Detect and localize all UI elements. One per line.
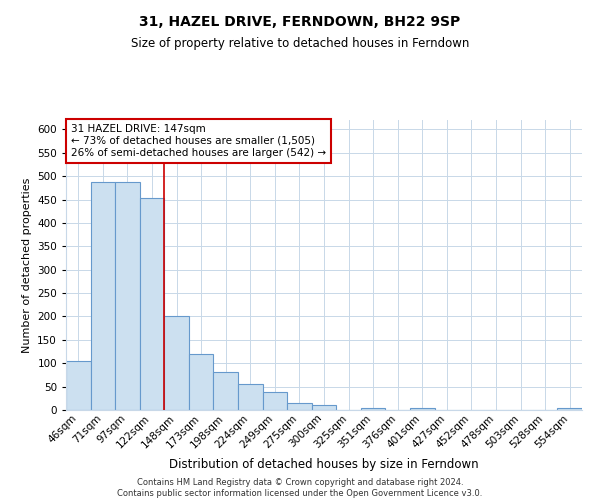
- Bar: [312, 406, 336, 410]
- Bar: [189, 354, 214, 410]
- Bar: [238, 384, 263, 410]
- Bar: [91, 182, 115, 410]
- Text: Size of property relative to detached houses in Ferndown: Size of property relative to detached ho…: [131, 38, 469, 51]
- Bar: [287, 403, 312, 410]
- Text: 31, HAZEL DRIVE, FERNDOWN, BH22 9SP: 31, HAZEL DRIVE, FERNDOWN, BH22 9SP: [139, 15, 461, 29]
- Bar: [557, 408, 582, 410]
- Bar: [115, 182, 140, 410]
- Bar: [214, 372, 238, 410]
- Bar: [410, 408, 434, 410]
- Bar: [164, 316, 189, 410]
- Bar: [263, 392, 287, 410]
- X-axis label: Distribution of detached houses by size in Ferndown: Distribution of detached houses by size …: [169, 458, 479, 471]
- Bar: [66, 361, 91, 410]
- Text: Contains HM Land Registry data © Crown copyright and database right 2024.
Contai: Contains HM Land Registry data © Crown c…: [118, 478, 482, 498]
- Text: 31 HAZEL DRIVE: 147sqm
← 73% of detached houses are smaller (1,505)
26% of semi-: 31 HAZEL DRIVE: 147sqm ← 73% of detached…: [71, 124, 326, 158]
- Bar: [140, 198, 164, 410]
- Bar: [361, 408, 385, 410]
- Y-axis label: Number of detached properties: Number of detached properties: [22, 178, 32, 352]
